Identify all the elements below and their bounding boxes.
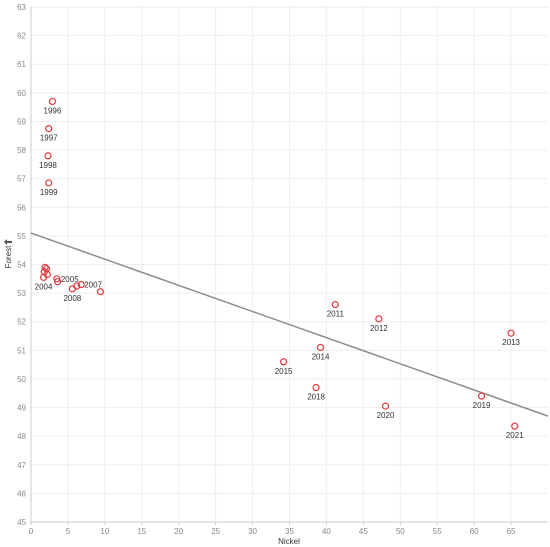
data-point[interactable] xyxy=(53,275,61,283)
point-label: 2012 xyxy=(370,324,388,333)
point-label: 2005 xyxy=(61,275,79,284)
data-point[interactable] xyxy=(279,358,288,366)
y-tick-label: 56 xyxy=(17,203,26,212)
y-tick-label: 50 xyxy=(17,375,26,384)
data-point[interactable] xyxy=(381,402,390,410)
grid xyxy=(31,6,548,522)
point-label: 2014 xyxy=(312,352,330,361)
data-point[interactable] xyxy=(375,315,383,323)
data-point[interactable] xyxy=(44,152,52,160)
y-tick-label: 53 xyxy=(17,289,26,298)
x-axis-ticks: 0 5 10 15 20 25 30 35 40 45 50 55 60 65 xyxy=(29,522,516,536)
y-axis-title-group: Forest xyxy=(4,245,13,268)
y-tick-label: 59 xyxy=(17,117,26,126)
y-tick-label: 52 xyxy=(17,318,26,327)
x-tick-label: 35 xyxy=(285,527,294,536)
trendline-layer xyxy=(30,232,549,417)
point-label: 1998 xyxy=(39,161,57,170)
point-label: 2007 xyxy=(84,281,102,290)
y-axis-title: Forest xyxy=(4,245,13,268)
y-tick-label: 45 xyxy=(17,518,26,527)
x-tick-label: 25 xyxy=(211,527,220,536)
point-label: 2011 xyxy=(327,310,345,319)
x-tick-label: 0 xyxy=(29,527,34,536)
x-tick-label: 10 xyxy=(100,527,109,536)
point-label: 2018 xyxy=(307,393,325,402)
data-point[interactable] xyxy=(511,422,519,430)
x-tick-label: 20 xyxy=(174,527,183,536)
y-tick-label: 57 xyxy=(17,175,26,184)
pin-icon xyxy=(4,239,12,245)
y-axis-ticks: 45 46 47 48 49 50 51 52 53 54 55 56 57 58 59 60 61 62 63 xyxy=(17,3,26,527)
y-tick-label: 49 xyxy=(17,404,26,413)
point-label: 2021 xyxy=(506,431,524,440)
points-layer xyxy=(39,97,519,430)
data-point[interactable] xyxy=(68,285,76,293)
x-axis-title: Nickel xyxy=(278,537,300,546)
point-label: 2020 xyxy=(377,411,395,420)
y-tick-label: 60 xyxy=(17,89,26,98)
point-label: 1999 xyxy=(40,188,58,197)
x-tick-label: 60 xyxy=(470,527,479,536)
point-label: 2013 xyxy=(502,338,520,347)
y-tick-label: 61 xyxy=(17,60,26,69)
x-tick-label: 45 xyxy=(359,527,368,536)
x-tick-label: 65 xyxy=(507,527,516,536)
point-label: 1996 xyxy=(44,106,62,115)
data-point[interactable] xyxy=(39,273,48,281)
point-label: 2015 xyxy=(275,367,293,376)
y-tick-label: 48 xyxy=(17,432,26,441)
x-tick-label: 40 xyxy=(322,527,331,536)
data-point[interactable] xyxy=(48,97,57,106)
point-label: 2004 xyxy=(35,282,53,291)
data-point[interactable] xyxy=(41,263,49,271)
x-tick-label: 5 xyxy=(66,527,71,536)
data-point[interactable] xyxy=(316,343,325,352)
point-label: 1997 xyxy=(40,134,58,143)
y-tick-label: 55 xyxy=(17,232,26,241)
x-tick-label: 15 xyxy=(137,527,146,536)
x-tick-label: 50 xyxy=(396,527,405,536)
y-tick-label: 47 xyxy=(17,461,26,470)
y-tick-label: 51 xyxy=(17,346,26,355)
y-tick-label: 46 xyxy=(17,489,26,498)
y-tick-label: 62 xyxy=(17,32,26,41)
y-tick-label: 54 xyxy=(17,261,26,270)
point-label: 2008 xyxy=(63,294,81,303)
y-tick-label: 58 xyxy=(17,146,26,155)
x-tick-label: 30 xyxy=(248,527,257,536)
data-point[interactable] xyxy=(96,288,105,296)
data-point[interactable] xyxy=(77,280,85,289)
y-tick-label: 63 xyxy=(17,3,26,12)
data-point[interactable] xyxy=(312,383,320,392)
data-point[interactable] xyxy=(53,278,62,286)
trend-line xyxy=(30,232,549,417)
data-point[interactable] xyxy=(477,392,486,400)
data-point[interactable] xyxy=(507,329,515,337)
data-point[interactable] xyxy=(45,179,53,187)
data-point[interactable] xyxy=(45,124,53,133)
x-tick-label: 55 xyxy=(433,527,442,536)
data-point[interactable] xyxy=(331,300,339,309)
point-label: 2019 xyxy=(473,401,491,410)
